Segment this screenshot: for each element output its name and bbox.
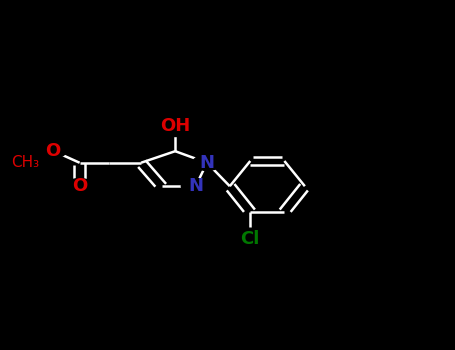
- Ellipse shape: [182, 178, 210, 194]
- Ellipse shape: [2, 150, 48, 175]
- Ellipse shape: [38, 143, 66, 158]
- Ellipse shape: [66, 178, 94, 194]
- Text: O: O: [72, 177, 87, 195]
- Ellipse shape: [231, 228, 270, 249]
- Ellipse shape: [193, 155, 221, 170]
- Text: N: N: [200, 154, 214, 172]
- Ellipse shape: [156, 116, 195, 136]
- Text: Cl: Cl: [241, 230, 260, 248]
- Text: OH: OH: [160, 117, 190, 135]
- Text: N: N: [188, 177, 203, 195]
- Text: CH₃: CH₃: [11, 155, 39, 170]
- Text: O: O: [45, 141, 60, 160]
